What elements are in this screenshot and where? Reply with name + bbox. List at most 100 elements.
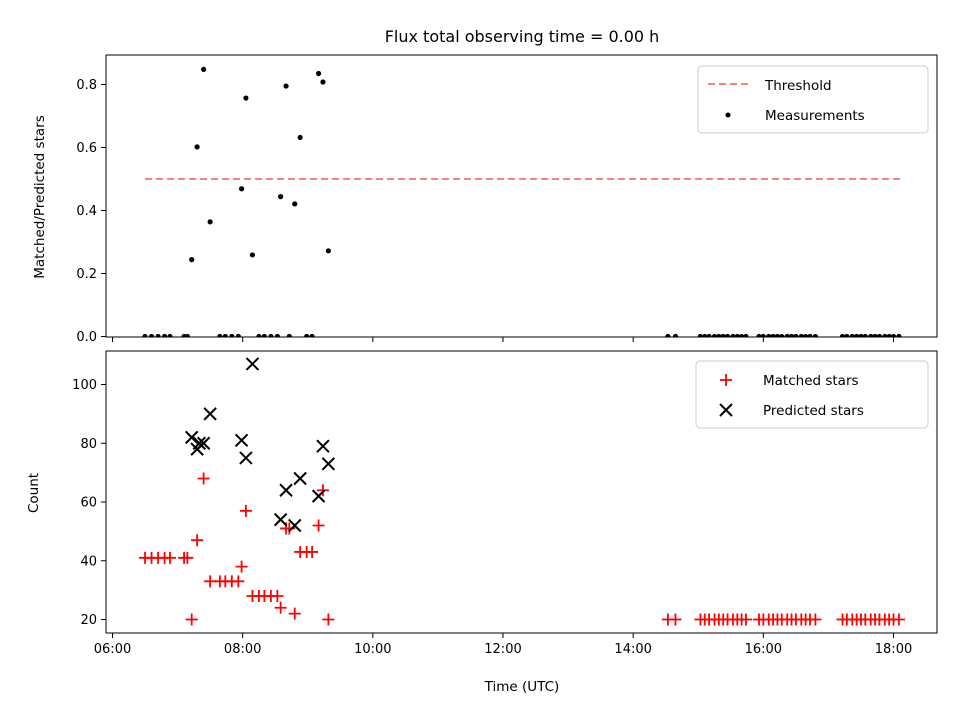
bottom-chart: 20 40 60 80 100 06:00 08:00 10:00 12:00 14:00 16:0… (72, 350, 938, 657)
measurement-point (803, 333, 809, 337)
measurement-point (858, 333, 864, 337)
matched-star-point (163, 551, 176, 564)
matched-star-point (809, 613, 822, 626)
top-chart: 0.0 0.2 0.4 0.6 0.8 (76, 54, 938, 345)
measurement-point (249, 252, 256, 258)
legend-predicted-label: Predicted stars (763, 403, 864, 419)
measurement-point (167, 333, 173, 337)
matched-star-point (322, 613, 335, 626)
bottom-y-tick-label: 40 (80, 554, 97, 569)
measurement-point (756, 333, 762, 337)
measurement-point (292, 201, 298, 207)
measurement-point (672, 333, 679, 337)
measurement-point (194, 144, 200, 150)
measurement-point (807, 333, 813, 337)
measurement-point (148, 333, 155, 337)
top-axes-frame (105, 54, 938, 338)
measurement-point (886, 333, 892, 337)
matched-star-point (185, 613, 198, 626)
bottom-legend-box (695, 360, 929, 429)
measurement-point (309, 333, 315, 337)
predicted-star-point (321, 457, 336, 471)
bottom-y-axis-label: Count (26, 473, 42, 513)
x-tick-label: 10:00 (354, 642, 391, 657)
measurement-point (730, 333, 736, 337)
matched-star-point (312, 519, 325, 532)
x-tick-label: 16:00 (745, 642, 782, 657)
x-tick-label: 18:00 (875, 642, 912, 657)
measurement-point (862, 333, 868, 337)
legend-predicted-swatch (719, 403, 733, 417)
top-y-axis-label: Matched/Predicted stars (32, 115, 48, 278)
matched-star-point (283, 522, 296, 535)
matched-star-point (239, 504, 252, 517)
measurement-point (711, 333, 718, 337)
measurement-point (760, 333, 766, 337)
legend-measurements-label: Measurements (765, 108, 865, 124)
measurement-point (882, 333, 888, 337)
predicted-star-point (203, 407, 217, 421)
predicted-star-point (196, 436, 211, 450)
measurement-point (207, 219, 213, 225)
matched-star-point (306, 545, 319, 558)
matched-star-point (197, 472, 210, 485)
measurement-point (229, 333, 235, 337)
matched-star-point (271, 590, 284, 602)
predicted-star-point (184, 430, 199, 445)
measurement-point (724, 333, 731, 337)
x-tick-label: 08:00 (224, 642, 261, 657)
measurement-point (839, 333, 846, 337)
matched-star-point (669, 613, 682, 626)
legend-matched-swatch (720, 374, 732, 386)
x-tick-label: 06:00 (94, 642, 131, 657)
measurement-point (896, 333, 902, 337)
measurement-point (189, 257, 195, 263)
bottom-axes-frame (105, 350, 938, 634)
bottom-legend: Matched stars Predicted stars (695, 360, 929, 429)
measurement-point (872, 333, 878, 337)
measurement-point (812, 333, 818, 337)
measurement-point (849, 333, 855, 337)
measurement-point (697, 333, 704, 337)
top-y-tick-label: 0.2 (76, 267, 97, 282)
measurement-point (743, 333, 749, 337)
matched-star-point (274, 601, 287, 614)
legend-threshold-label: Threshold (764, 78, 832, 94)
measurement-point (844, 333, 850, 337)
measurement-point (297, 134, 303, 141)
measurement-point (142, 333, 148, 337)
measurement-point (243, 95, 249, 101)
measurement-point (716, 333, 722, 337)
measurement-point (734, 333, 740, 337)
predicted-star-point (311, 489, 326, 503)
measurement-point (278, 194, 284, 200)
x-tick-label: 14:00 (614, 642, 651, 657)
measurement-point (283, 83, 289, 89)
measurement-point (788, 333, 795, 337)
measurement-point (222, 333, 228, 337)
measurement-point (890, 333, 897, 337)
measurement-point (854, 333, 860, 337)
measurement-point (238, 186, 245, 192)
matched-star-point (235, 560, 248, 573)
measurement-point (770, 333, 776, 337)
matched-star-point (288, 607, 301, 620)
top-y-tick-label: 0.6 (76, 141, 97, 156)
matched-star-point (892, 613, 905, 626)
predicted-star-point (273, 512, 288, 527)
measurement-point (184, 333, 190, 337)
measurement-point (268, 333, 274, 337)
top-legend-box (697, 65, 929, 134)
measurement-point (161, 333, 168, 337)
measurement-point (739, 333, 745, 337)
top-y-tick-label: 0.0 (76, 330, 97, 345)
measurement-point (304, 333, 310, 337)
predicted-star-point (239, 451, 253, 465)
measurement-point (155, 333, 161, 337)
predicted-star-point (192, 436, 206, 450)
measurement-point (235, 333, 241, 337)
matched-star-point (739, 613, 752, 626)
measurement-point (320, 79, 326, 85)
bottom-y-tick-label: 100 (72, 378, 97, 393)
